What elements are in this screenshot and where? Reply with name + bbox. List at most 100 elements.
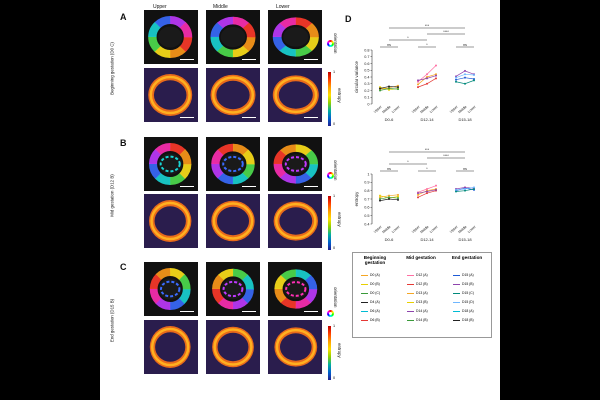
fiber-segment — [280, 297, 296, 309]
significance-label: ns — [463, 43, 467, 47]
tissue-section — [149, 326, 191, 368]
fiber-segment — [242, 289, 254, 304]
scale-bar — [242, 59, 256, 61]
fiber-segment — [295, 17, 313, 29]
data-point — [417, 196, 419, 199]
significance-label: * — [407, 36, 409, 40]
entropy-map-image — [144, 320, 198, 374]
y-tick-label: 0.4 — [364, 75, 369, 79]
lumen — [158, 153, 182, 175]
data-point — [455, 190, 457, 193]
legend-label: D12 (A) — [416, 273, 428, 277]
data-point — [379, 199, 381, 202]
y-tick-label: 0.1 — [364, 96, 369, 100]
legend-swatch — [361, 274, 368, 276]
fiber-segment — [274, 274, 287, 289]
row-label-beginning: Beginning gestation (D0 C) — [109, 42, 115, 95]
fiber-segment — [242, 164, 255, 179]
tissue-section — [148, 74, 193, 116]
lumen — [153, 80, 187, 110]
fiber-segment — [273, 163, 287, 178]
data-point — [473, 188, 475, 190]
significance-label: * — [426, 43, 428, 47]
lumen — [217, 332, 249, 362]
legend-swatch — [361, 319, 368, 321]
data-point — [388, 198, 390, 200]
x-tick-label: Middle — [457, 225, 467, 235]
fiber-segment — [217, 143, 234, 156]
legend-label: D15 (C) — [462, 291, 474, 295]
entropy-map-image — [144, 194, 198, 248]
fiber-segment — [169, 298, 185, 310]
scale-bar — [180, 186, 194, 188]
data-point — [455, 76, 457, 79]
data-point — [426, 190, 428, 193]
entropy-label: entropy — [337, 88, 342, 103]
fiber-segment — [232, 297, 248, 310]
data-point — [464, 189, 466, 192]
fiber-segment — [212, 274, 224, 289]
legend-swatch — [407, 301, 414, 303]
lumen — [279, 207, 313, 235]
x-tick-label: Middle — [419, 225, 429, 235]
fiber-segment — [272, 22, 286, 37]
tissue-ring-highlight — [149, 75, 191, 115]
color-wheel-icon — [327, 310, 334, 317]
tissue-section — [148, 16, 193, 59]
entropy-map-image — [206, 194, 260, 248]
data-point — [426, 73, 428, 76]
y-tick-label: 0.6 — [364, 206, 369, 210]
mucosal-fold — [285, 281, 307, 297]
entropy-map-image — [206, 320, 260, 374]
orientation-label: orientation — [333, 33, 338, 54]
significance-label: ns — [463, 167, 467, 171]
legend-swatch — [407, 319, 414, 321]
orientation-label: orientation — [333, 287, 338, 308]
data-point — [473, 73, 475, 76]
data-point — [473, 79, 475, 82]
x-tick-label: Upper — [449, 104, 459, 114]
orientation-map-image — [144, 10, 198, 64]
fiber-segment — [305, 275, 318, 290]
scale-bar — [180, 311, 194, 313]
legend-swatch — [453, 301, 460, 303]
fiber-segment — [305, 37, 319, 52]
data-point — [417, 193, 419, 196]
fiber-segment — [242, 149, 255, 165]
x-tick-label: Upper — [373, 224, 383, 234]
fiber-segment — [242, 22, 256, 38]
column-header-upper: Upper — [153, 4, 167, 10]
lumen — [278, 81, 313, 109]
y-tick-label: 0.8 — [364, 189, 369, 193]
panel-label-a: A — [120, 12, 127, 22]
lumen — [155, 332, 186, 362]
fiber-segment — [233, 143, 249, 156]
x-tick-label: Middle — [381, 105, 391, 115]
orientation-map-image — [144, 262, 198, 316]
data-point — [455, 188, 457, 191]
scale-bar — [180, 59, 194, 61]
y-axis-label: circular variance — [354, 60, 359, 93]
lumen — [221, 153, 245, 175]
data-point — [464, 73, 466, 76]
fiber-segment — [295, 144, 312, 156]
tissue-section — [273, 144, 318, 184]
legend-label: D18 (B) — [462, 318, 474, 322]
y-tick-label: 0.5 — [364, 69, 369, 73]
lumen — [283, 27, 309, 47]
fiber-segment — [210, 22, 224, 37]
lumen — [216, 206, 250, 236]
legend-swatch — [361, 301, 368, 303]
lumen — [220, 26, 246, 48]
legend-swatch — [453, 283, 460, 285]
fiber-segment — [295, 45, 313, 57]
fiber-segment — [179, 274, 191, 290]
fiber-segment — [242, 274, 254, 290]
data-point — [426, 188, 428, 190]
scale-bar — [304, 186, 318, 188]
mucosal-fold — [222, 155, 244, 173]
legend-swatch — [407, 292, 414, 294]
orientation-map-image — [268, 10, 322, 64]
tissue-section — [212, 268, 254, 310]
group-label: D12-14 — [420, 117, 434, 122]
